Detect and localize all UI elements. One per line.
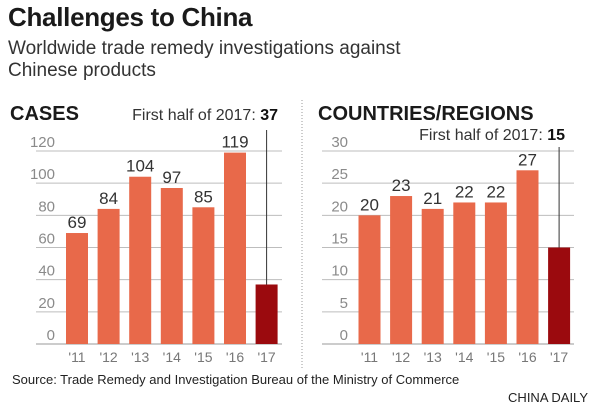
y-tick-label: 15 [331,231,348,248]
x-tick-label: '17 [550,349,568,365]
x-tick-label: '17 [257,349,275,365]
data-label: 104 [126,157,154,176]
data-label: 69 [68,213,87,232]
credit-logo: CHINA DAILY [508,390,588,405]
x-tick-label: '13 [424,349,442,365]
data-label: 22 [455,182,474,201]
bar [255,284,278,344]
y-tick-label: 20 [38,295,55,312]
y-tick-label: 80 [38,198,55,215]
bar [160,187,183,344]
y-tick-label: 30 [331,134,348,151]
x-tick-label: '16 [226,349,244,365]
x-tick-label: '14 [163,349,181,365]
data-label: 27 [518,150,537,169]
x-tick-label: '13 [131,349,149,365]
data-label: 119 [221,133,248,152]
y-tick-label: 20 [331,198,348,215]
chart-title-countries: COUNTRIES/REGIONS [318,103,534,125]
bar [129,176,152,344]
data-label: 84 [99,189,118,208]
y-tick-label: 0 [340,327,348,344]
bar [484,202,507,344]
bar [516,170,539,344]
bar [421,208,444,344]
data-label: 21 [423,189,442,208]
bar [390,196,413,344]
y-tick-label: 5 [340,295,348,312]
bar [358,215,381,344]
chart-title-cases: CASES [10,103,79,125]
x-tick-label: '15 [194,349,212,365]
x-tick-label: '14 [455,349,473,365]
subtitle: Worldwide trade remedy investigations ag… [8,38,401,81]
data-label: 20 [360,195,379,214]
y-tick-label: 120 [30,134,55,151]
annotation-countries: First half of 2017: 15 [419,127,565,144]
bar [97,208,120,344]
x-tick-label: '11 [68,349,85,365]
data-label: 97 [162,168,181,187]
x-tick-label: '12 [99,349,117,365]
bar [66,233,88,344]
x-tick-label: '12 [392,349,410,365]
data-label: 85 [194,187,213,206]
y-tick-label: 0 [47,327,55,344]
annotation-cases: First half of 2017: 37 [132,107,278,124]
page-title: Challenges to China [8,2,253,32]
x-tick-label: '16 [518,349,536,365]
bar [453,202,476,344]
y-tick-label: 10 [331,263,348,280]
data-label: 23 [392,176,411,195]
y-tick-label: 40 [38,263,55,280]
y-tick-label: 100 [30,166,55,183]
bar [224,152,246,344]
x-tick-label: '15 [487,349,505,365]
source-note: Source: Trade Remedy and Investigation B… [12,372,460,387]
y-tick-label: 60 [38,231,55,248]
x-tick-label: '11 [361,349,378,365]
bar [192,207,215,344]
data-label: 22 [486,182,505,201]
bar [548,247,571,344]
y-tick-label: 25 [331,166,348,183]
